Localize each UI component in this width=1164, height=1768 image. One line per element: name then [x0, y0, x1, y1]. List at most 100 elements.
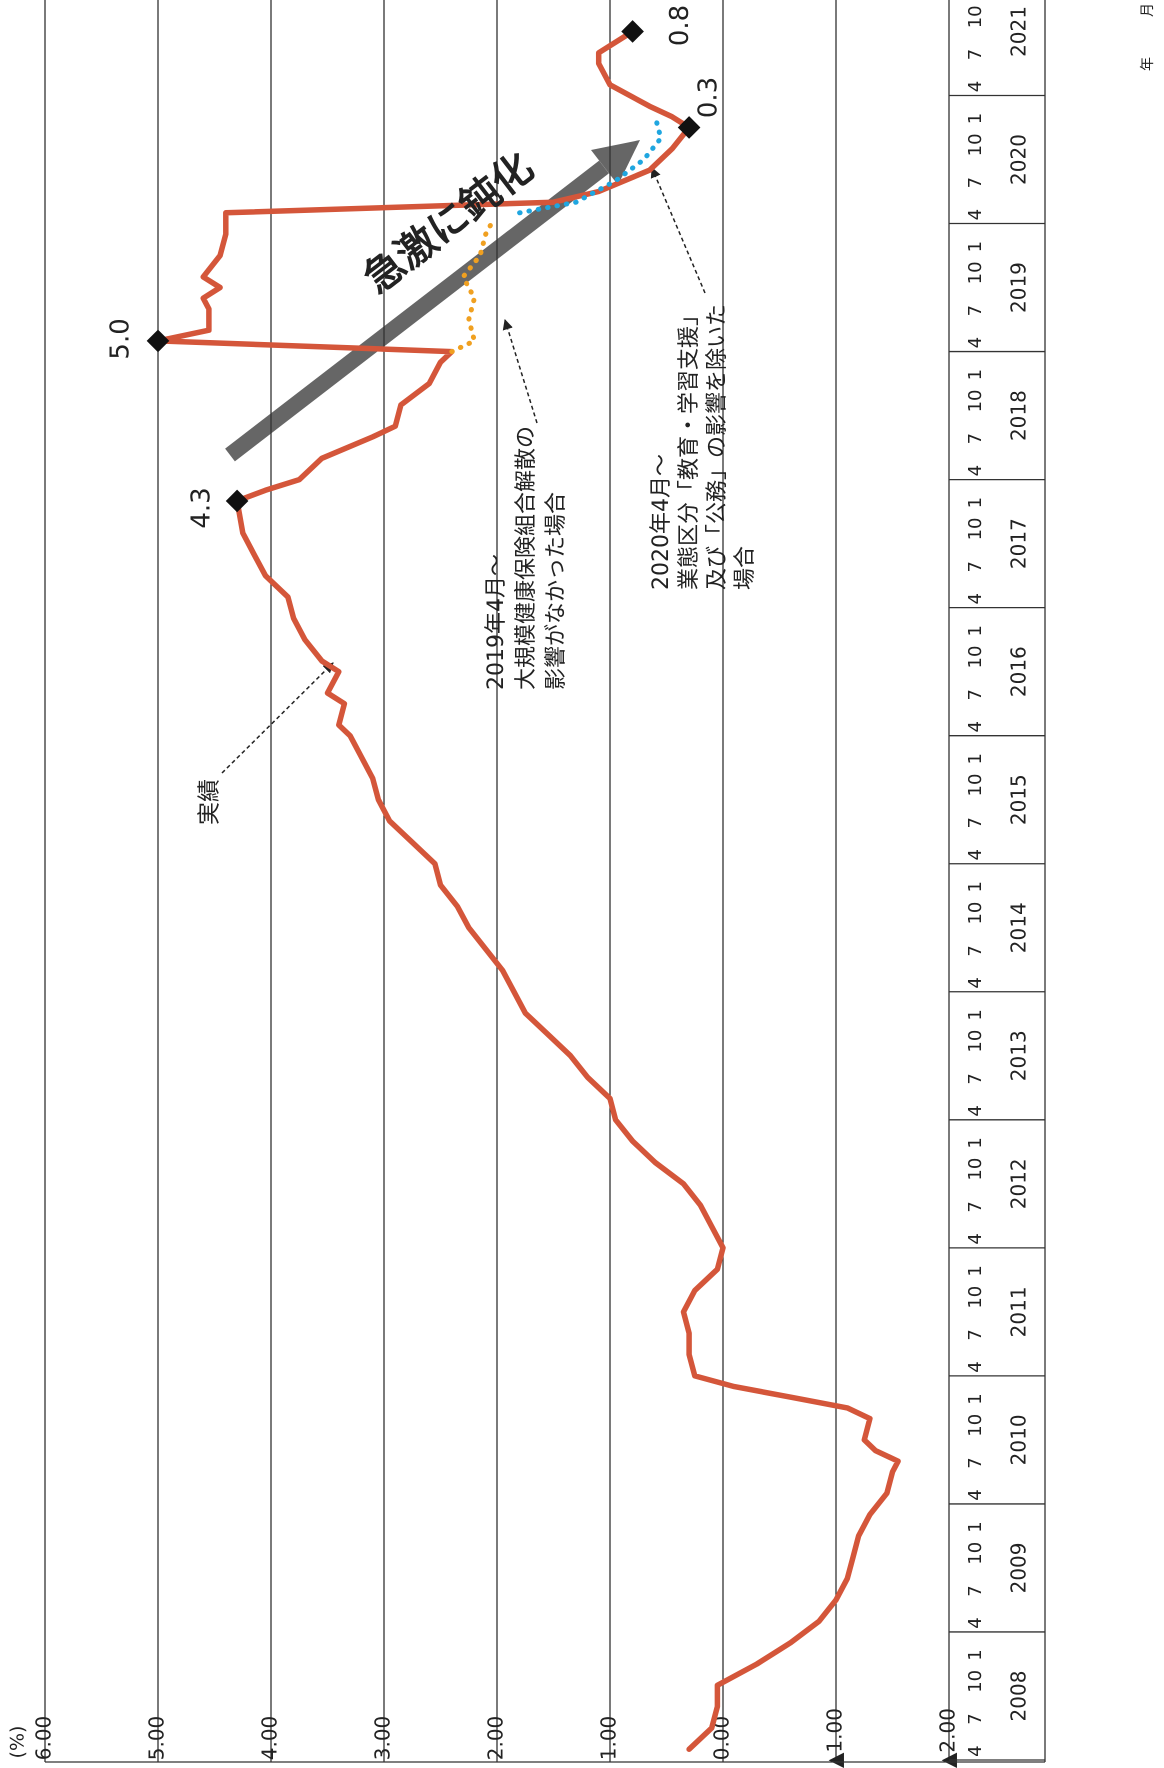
month-label: 7 [965, 817, 986, 828]
month-label: 1 [965, 113, 986, 124]
y-tick-label: 1.00 [597, 1716, 621, 1761]
rotated-chart: 6.00 5.00 4.00 3.00 2.00 1.00 0.00 ▲1.00 ▲2.00(%… [7, 0, 1156, 1768]
month-label: 1 [965, 1009, 986, 1020]
point-label: 5.0 [106, 318, 136, 359]
month-label: 10 [965, 1542, 986, 1565]
month-label: 7 [965, 1457, 986, 1468]
month-label: 7 [965, 561, 986, 572]
month-label: 4 [965, 1233, 986, 1244]
dotted-line [449, 221, 494, 355]
month-label: 7 [965, 433, 986, 444]
year-label: 2010 [1007, 1414, 1031, 1465]
month-label: 7 [965, 1073, 986, 1084]
month-label: 1 [965, 1265, 986, 1276]
month-label: 1 [965, 753, 986, 764]
month-label: 1 [965, 881, 986, 892]
annotation-text: 2019年4月～ [484, 554, 509, 690]
month-label: 4 [965, 1617, 986, 1628]
month-label: 4 [965, 81, 986, 92]
month-label: 7 [965, 945, 986, 956]
trend-arrow-head [591, 140, 640, 185]
annotation-text: 及び「公務」の影響を除いた [705, 304, 730, 590]
month-label: 7 [965, 1585, 986, 1596]
y-tick-label: 6.00 [32, 1716, 56, 1761]
month-label: 1 [965, 497, 986, 508]
y-tick-label: 2.00 [484, 1716, 508, 1761]
month-label: 4 [965, 849, 986, 860]
month-label: 7 [965, 177, 986, 188]
annotation-text: 業態区分「教育・学習支援」 [677, 304, 702, 590]
month-label: 10 [965, 518, 986, 541]
trend-arrow [225, 160, 609, 462]
annotation-arrow [502, 318, 538, 424]
month-label: 10 [965, 1158, 986, 1181]
month-label: 1 [965, 1521, 986, 1532]
year-label: 2011 [1007, 1286, 1031, 1337]
point-marker [677, 116, 701, 139]
month-label: 1 [965, 1137, 986, 1148]
month-label: 10 [965, 1670, 986, 1693]
annotation-text: 場合 [733, 546, 758, 590]
y-tick-label: 4.00 [258, 1716, 282, 1761]
month-label: 7 [965, 305, 986, 316]
point-label: 4.3 [187, 487, 217, 528]
month-label: 4 [965, 1105, 986, 1116]
annotation-text: 大規模健康保険組合解散の [514, 426, 539, 690]
point-marker [225, 489, 249, 513]
year-label: 2019 [1007, 262, 1031, 313]
month-label: 4 [965, 977, 986, 988]
year-label: 2021 [1007, 6, 1031, 57]
month-label: 4 [965, 209, 986, 220]
month-label: 7 [965, 49, 986, 60]
year-label: 2020 [1007, 134, 1031, 185]
month-label: 10 [965, 133, 986, 156]
dotted-line [517, 114, 664, 216]
month-label: 10 [965, 389, 986, 412]
y-tick-label: ▲2.00 [936, 1708, 960, 1768]
year-label: 2018 [1007, 390, 1031, 441]
series-label: 実績 [197, 779, 223, 825]
year-label: 2015 [1007, 774, 1031, 825]
y-tick-label: 5.00 [145, 1716, 169, 1761]
month-label: 7 [965, 1329, 986, 1340]
point-marker [146, 329, 170, 353]
data-line [155, 28, 901, 1753]
month-label: 4 [965, 721, 986, 732]
month-row-label: 月 [1140, 3, 1156, 17]
year-label: 2012 [1007, 1158, 1031, 1209]
month-label: 10 [965, 5, 986, 28]
month-label: 4 [965, 337, 986, 348]
month-label: 10 [965, 902, 986, 925]
month-label: 10 [965, 1030, 986, 1053]
month-label: 1 [965, 1649, 986, 1660]
year-label: 2014 [1007, 902, 1031, 953]
month-label: 4 [965, 465, 986, 476]
annotation-text: 2020年4月～ [649, 454, 674, 590]
month-label: 1 [965, 241, 986, 252]
month-label: 7 [965, 1713, 986, 1724]
y-tick-label: 3.00 [371, 1716, 395, 1761]
month-label: 7 [965, 689, 986, 700]
year-label: 2009 [1007, 1542, 1031, 1593]
month-label: 10 [965, 1286, 986, 1309]
year-label: 2017 [1007, 518, 1031, 569]
month-label: 1 [965, 1393, 986, 1404]
month-label: 4 [965, 593, 986, 604]
annotation-text: 影響がなかった場合 [544, 492, 569, 690]
year-label: 2016 [1007, 646, 1031, 697]
month-label: 10 [965, 646, 986, 669]
point-label: 0.8 [665, 5, 695, 46]
point-marker [621, 20, 644, 43]
point-label: 0.3 [694, 77, 724, 118]
month-label: 10 [965, 774, 986, 797]
annotation-arrow [221, 662, 334, 774]
month-label: 1 [965, 369, 986, 380]
month-label: 7 [965, 1201, 986, 1212]
y-unit: (%) [7, 1726, 29, 1759]
annotation-arrow [650, 167, 706, 294]
month-label: 4 [965, 1361, 986, 1372]
y-tick-label: ▲1.00 [823, 1708, 847, 1768]
year-row-label: 年 [1140, 57, 1156, 71]
year-label: 2008 [1007, 1671, 1031, 1722]
